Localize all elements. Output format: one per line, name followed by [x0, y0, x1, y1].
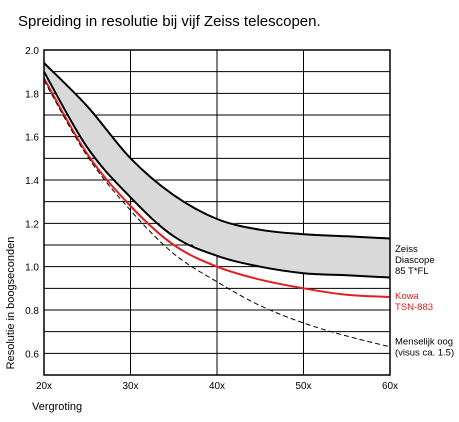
series-line-band-lower	[43, 71, 391, 279]
y-tick-label: 1.8	[25, 89, 39, 100]
y-tick-label: 1.2	[25, 219, 39, 230]
x-tick-label: 60x	[382, 381, 398, 392]
x-tick-label: 50x	[295, 381, 311, 392]
shaded-band-area	[44, 63, 390, 278]
annotation-line: Diascope	[395, 255, 435, 266]
axes: 0.6 0.8 1.0 1.2 1.4 1.6 1.8 2.0 20x 30x 40x 50x 60x	[25, 46, 398, 392]
series-line-kowa	[43, 77, 391, 298]
annotation-line: TSN-883	[395, 302, 433, 313]
x-tick-label: 20x	[36, 381, 52, 392]
x-tick-label: 40x	[209, 381, 225, 392]
annotation-zeiss: Zeiss Diascope 85 T*FL	[395, 244, 435, 277]
y-tick-label: 2.0	[25, 46, 39, 57]
grid	[43, 49, 391, 376]
series-layer	[43, 62, 391, 348]
series-line-band-upper	[43, 62, 391, 240]
y-tick-label: 0.8	[25, 306, 39, 317]
annotation-kowa: Kowa TSN-883	[395, 291, 433, 313]
x-tick-label: 30x	[122, 381, 138, 392]
annotation-line: Zeiss	[395, 244, 418, 255]
y-tick-label: 1.4	[25, 176, 39, 187]
band-layer	[44, 63, 390, 278]
y-tick-label: 1.6	[25, 133, 39, 144]
y-axis-label: Resolutie in boogseconden	[5, 237, 17, 370]
y-tick-label: 1.0	[25, 263, 39, 274]
annotation-line: (visus ca. 1.5)	[395, 347, 454, 358]
series-line-human-eye	[43, 80, 391, 348]
annotation-line: 85 T*FL	[395, 266, 429, 277]
plot-frame	[43, 49, 391, 376]
annotation-line: Kowa	[395, 291, 419, 302]
annotations: Zeiss Diascope 85 T*FL Kowa TSN-883 Menselijk…	[395, 244, 454, 358]
annotation-human-eye: Menselijk oog (visus ca. 1.5)	[395, 336, 454, 358]
y-tick-label: 0.6	[25, 349, 39, 360]
x-axis-label: Vergroting	[32, 401, 82, 413]
chart-title: Spreiding in resolutie bij vijf Zeiss te…	[18, 13, 321, 30]
annotation-line: Menselijk oog	[395, 336, 453, 347]
